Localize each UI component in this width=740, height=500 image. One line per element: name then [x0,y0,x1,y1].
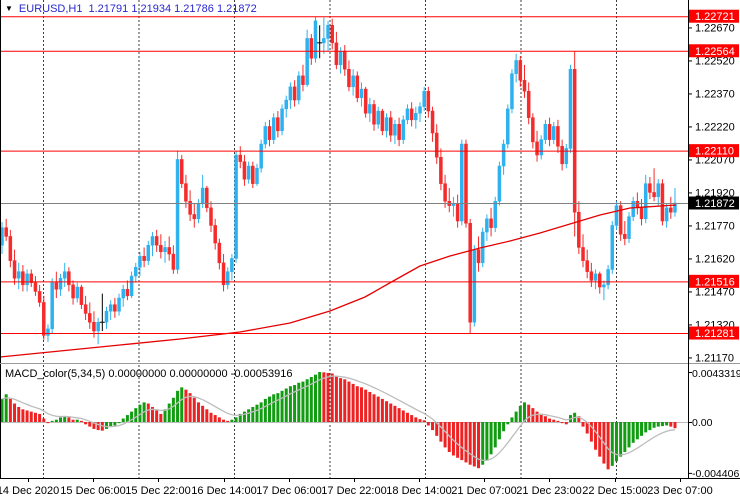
svg-text:23 Dec 07:00: 23 Dec 07:00 [647,485,712,497]
svg-text:1.21872: 1.21872 [695,198,735,210]
macd-axis: 0.0043319 0.00 -0.004406 [688,368,740,480]
svg-text:15 Dec 06:00: 15 Dec 06:00 [60,485,125,497]
macd-indicator-label: MACD_color(5,34,5) 0.00000000 0.00000000… [5,368,293,380]
svg-text:16 Dec 14:00: 16 Dec 14:00 [191,485,256,497]
svg-text:1.21920: 1.21920 [695,187,735,199]
chart-title: ▼ EURUSD,H1 1.21791 1.21934 1.21786 1.21… [5,3,257,15]
svg-text:0.00: 0.00 [692,417,713,429]
svg-text:1.22110: 1.22110 [695,146,734,158]
svg-text:1.21170: 1.21170 [695,352,734,364]
chart-frame [0,0,740,479]
svg-text:1.22670: 1.22670 [695,22,735,34]
svg-text:21 Dec 23:00: 21 Dec 23:00 [516,485,581,497]
svg-text:0.0043319: 0.0043319 [692,368,740,380]
time-axis: 14 Dec 2020 15 Dec 06:00 15 Dec 22:00 16 De… [0,478,713,497]
svg-text:1.22520: 1.22520 [695,55,735,67]
svg-text:1.22220: 1.22220 [695,121,735,133]
level-lines [0,16,688,335]
svg-text:21 Dec 07:00: 21 Dec 07:00 [451,485,516,497]
candles-layer [0,16,677,345]
svg-text:1.21281: 1.21281 [695,328,735,340]
svg-text:1.22370: 1.22370 [695,88,735,100]
svg-text:-0.004406: -0.004406 [692,468,739,480]
svg-text:17 Dec 22:00: 17 Dec 22:00 [321,485,386,497]
macd-signal-line [1,375,676,462]
svg-text:17 Dec 06:00: 17 Dec 06:00 [256,485,321,497]
price-badges: 1.22721 1.22564 1.22110 1.21516 1.21281 1.218… [689,9,739,340]
symbol-dropdown-arrow-icon: ▼ [5,4,13,13]
svg-text:1.21770: 1.21770 [695,220,735,232]
svg-text:1.22564: 1.22564 [695,46,735,58]
svg-text:1.22070: 1.22070 [695,154,735,166]
symbol-timeframe-label: EURUSD,H1 [18,3,83,15]
macd-histogram [0,372,677,470]
svg-text:22 Dec 15:00: 22 Dec 15:00 [582,485,647,497]
svg-text:1.22721: 1.22721 [695,11,735,23]
svg-text:1.21620: 1.21620 [695,253,735,265]
ohlc-readout: 1.21791 1.21934 1.21786 1.21872 [88,3,257,15]
svg-text:15 Dec 22:00: 15 Dec 22:00 [125,485,190,497]
price-axis: 1.22670 1.22520 1.22370 1.22220 1.22070 1.219… [688,22,735,364]
svg-text:1.21516: 1.21516 [695,276,735,288]
svg-text:14 Dec 2020: 14 Dec 2020 [0,485,59,497]
moving-average-line [0,204,677,358]
svg-text:18 Dec 14:00: 18 Dec 14:00 [386,485,451,497]
svg-text:1.21470: 1.21470 [695,286,735,298]
